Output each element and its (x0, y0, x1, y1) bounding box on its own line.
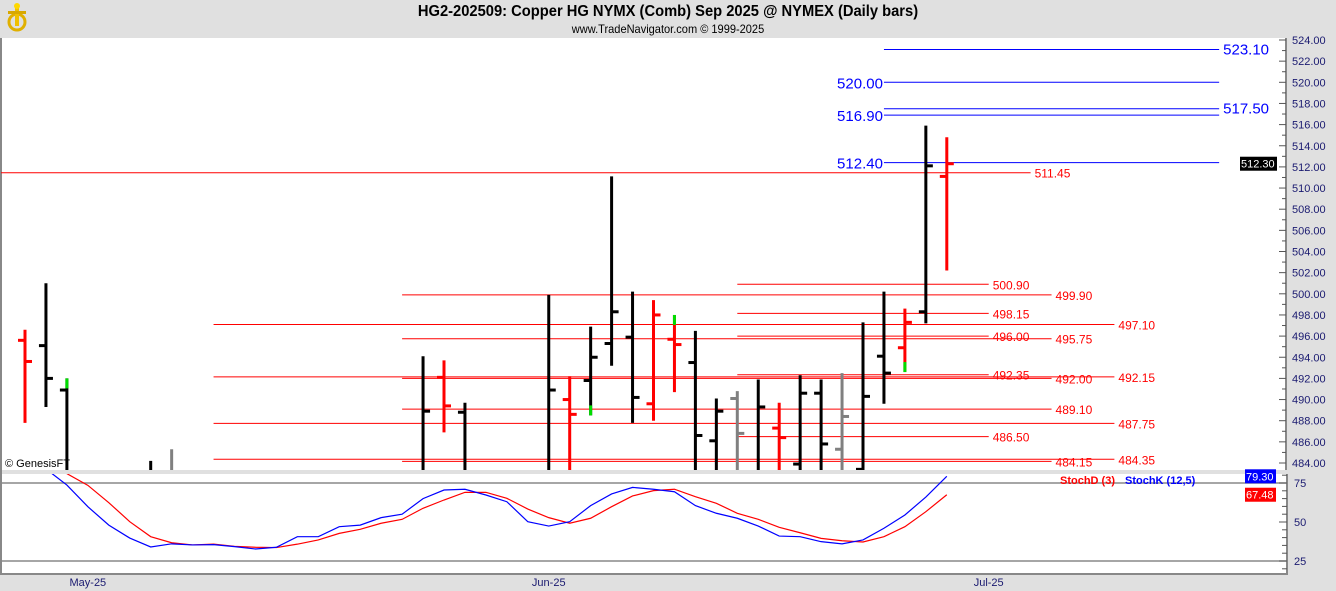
price-tick-label: 510.00 (1292, 183, 1326, 195)
level-label: 484.15 (1056, 455, 1093, 469)
price-tick-label: 498.00 (1292, 310, 1326, 322)
level-label: 489.10 (1056, 403, 1093, 417)
stoch-value-badge (1245, 487, 1276, 502)
price-tick-label: 500.00 (1292, 289, 1326, 301)
price-tick-label: 520.00 (1292, 77, 1326, 89)
price-tick-label: 488.00 (1292, 416, 1326, 428)
price-tick-label: 504.00 (1292, 247, 1326, 259)
level-label: 492.00 (1056, 372, 1093, 386)
chart-title: HG2-202509: Copper HG NYMX (Comb) Sep 20… (417, 3, 919, 20)
level-label: 497.10 (1118, 318, 1155, 332)
level-label: 484.35 (1118, 453, 1155, 467)
stoch-tick-label: 50 (1294, 517, 1306, 529)
stochk-legend: StochK (12,5) (1125, 475, 1196, 487)
last-price-badge (1240, 156, 1277, 171)
copyright-label: © GenesisFT (5, 458, 70, 470)
price-tick-label: 502.00 (1292, 268, 1326, 280)
stoch-tick-label: 75 (1294, 478, 1306, 490)
level-label: 523.10 (1223, 42, 1269, 59)
stochastic-panel[interactable] (0, 474, 1286, 573)
stoch-value-label: 67.48 (1246, 490, 1274, 502)
level-label: 499.90 (1056, 289, 1093, 303)
price-tick-label: 506.00 (1292, 225, 1326, 237)
stoch-value-label: 79.30 (1246, 471, 1274, 483)
price-tick-label: 486.00 (1292, 437, 1326, 449)
stochd-legend: StochD (3) (1060, 475, 1115, 487)
price-panel[interactable] (0, 38, 1286, 470)
level-label: 492.35 (993, 369, 1030, 383)
chart-subtitle: www.TradeNavigator.com © 1999-2025 (571, 22, 765, 36)
price-tick-label: 518.00 (1292, 98, 1326, 110)
stochk-line (51, 474, 948, 550)
last-price-label: 512.30 (1241, 159, 1275, 171)
price-tick-label: 512.00 (1292, 162, 1326, 174)
level-label: 512.40 (837, 156, 883, 173)
x-tick-label: Jun-25 (532, 577, 566, 589)
stoch-value-badge (1245, 469, 1276, 484)
level-label: 517.50 (1223, 101, 1269, 118)
level-label: 498.15 (993, 307, 1030, 321)
price-tick-label: 508.00 (1292, 204, 1326, 216)
price-tick-label: 496.00 (1292, 331, 1326, 343)
level-label: 486.50 (993, 431, 1030, 445)
price-tick-label: 522.00 (1292, 56, 1326, 68)
price-tick-label: 490.00 (1292, 395, 1326, 407)
price-tick-label: 524.00 (1292, 35, 1326, 47)
x-tick-label: May-25 (70, 577, 107, 589)
price-tick-label: 514.00 (1292, 141, 1326, 153)
price-tick-label: 494.00 (1292, 352, 1326, 364)
level-label: 500.90 (993, 278, 1030, 292)
level-label: 495.75 (1056, 333, 1093, 347)
level-label: 511.45 (1035, 167, 1071, 181)
price-tick-label: 484.00 (1292, 458, 1326, 470)
x-tick-label: Jul-25 (974, 577, 1004, 589)
stoch-tick-label: 25 (1294, 556, 1306, 568)
level-label: 487.75 (1118, 417, 1155, 431)
price-tick-label: 492.00 (1292, 373, 1326, 385)
price-tick-label: 516.00 (1292, 120, 1326, 132)
level-label: 496.00 (993, 330, 1030, 344)
level-label: 516.90 (837, 108, 883, 125)
level-label: 520.00 (837, 75, 883, 92)
chart-header: HG2-202509: Copper HG NYMX (Comb) Sep 20… (0, 0, 1336, 38)
level-label: 492.15 (1118, 371, 1155, 385)
gold-anchor-logo-icon (7, 3, 27, 32)
